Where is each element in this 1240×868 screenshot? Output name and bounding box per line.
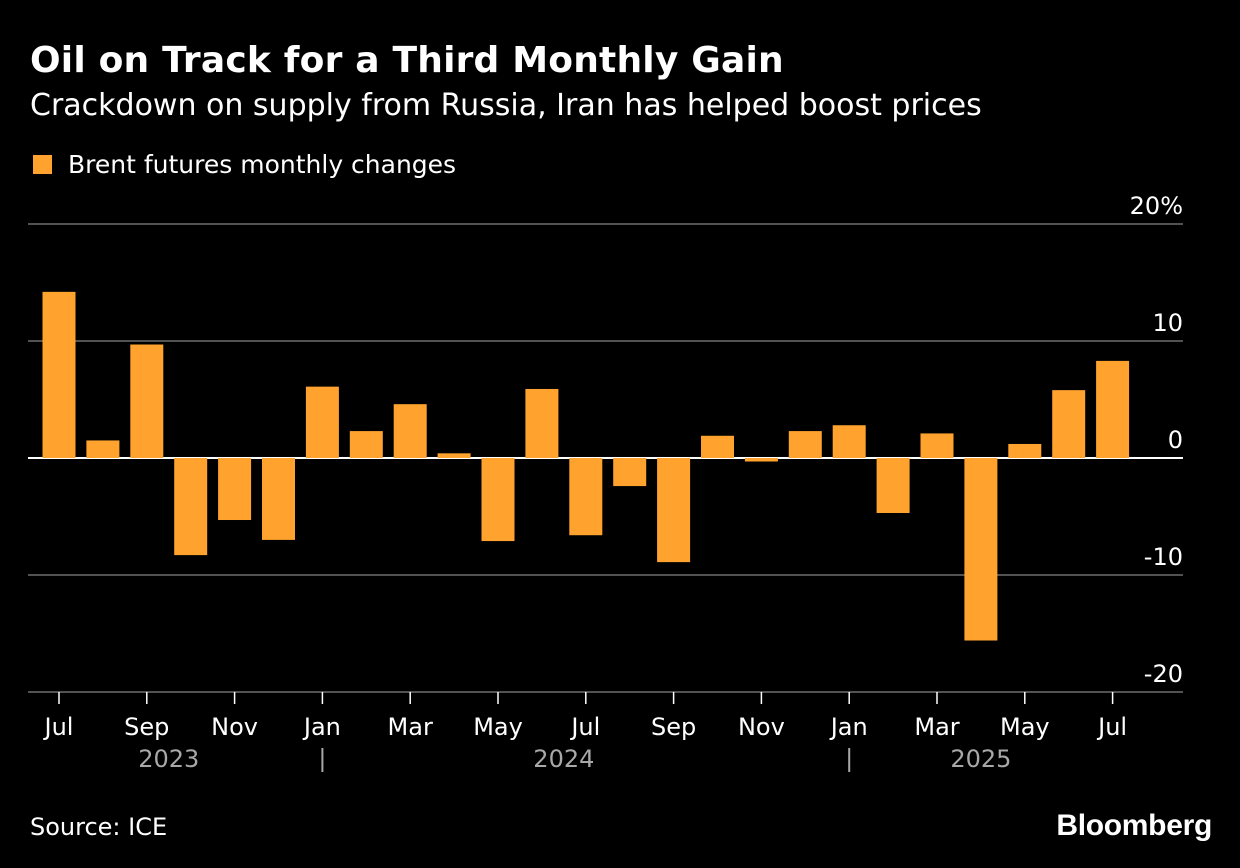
bar <box>1008 443 1042 458</box>
legend-label: Brent futures monthly changes <box>68 150 457 179</box>
bar <box>42 291 76 458</box>
legend: Brent futures monthly changes <box>33 150 456 179</box>
chart-title: Oil on Track for a Third Monthly Gain <box>30 40 784 81</box>
bar <box>920 433 954 458</box>
bar <box>305 386 339 458</box>
bar <box>613 458 647 487</box>
brand-logo: Bloomberg <box>1056 809 1212 842</box>
legend-swatch <box>33 155 52 174</box>
chart-subtitle: Crackdown on supply from Russia, Iran ha… <box>30 88 982 123</box>
x-tick-label: Jan <box>829 713 868 741</box>
bar <box>788 431 822 458</box>
bar <box>964 458 998 641</box>
y-tick-label: 10 <box>1152 309 1183 337</box>
y-tick-label: 0 <box>1168 426 1183 454</box>
source-note: Source: ICE <box>30 813 168 841</box>
x-tick-label: Mar <box>388 713 433 741</box>
bar <box>876 458 910 513</box>
bar <box>569 458 603 536</box>
bar <box>744 458 778 462</box>
x-tick-label: Sep <box>124 713 169 741</box>
year-label: 2023 <box>138 745 199 773</box>
y-tick-label: -10 <box>1144 543 1183 571</box>
bar <box>525 388 559 458</box>
bar <box>130 344 164 458</box>
bar <box>437 453 471 458</box>
year-label: 2025 <box>950 745 1011 773</box>
x-tick-label: May <box>1000 713 1050 741</box>
x-tick-label: Nov <box>211 713 258 741</box>
y-tick-label: 20% <box>1130 192 1183 220</box>
x-tick-label: Mar <box>914 713 959 741</box>
bar <box>218 458 252 521</box>
x-tick-label: Jan <box>302 713 341 741</box>
bar <box>393 404 427 458</box>
x-tick-label: Nov <box>738 713 785 741</box>
y-tick-label: -20 <box>1144 660 1183 688</box>
bar <box>262 458 295 540</box>
x-tick-label: Jul <box>569 713 600 741</box>
year-label: 2024 <box>533 745 594 773</box>
bar <box>481 458 515 542</box>
bar <box>1096 360 1130 458</box>
x-tick-label: Jul <box>43 713 74 741</box>
x-tick-label: May <box>473 713 523 741</box>
bar <box>86 440 120 458</box>
bar <box>657 458 691 563</box>
bar <box>174 458 208 556</box>
x-tick-label: Sep <box>651 713 696 741</box>
bar <box>1052 390 1086 458</box>
x-tick-label: Jul <box>1096 713 1127 741</box>
bar <box>832 425 866 458</box>
bar <box>349 431 383 458</box>
bar <box>701 435 734 458</box>
